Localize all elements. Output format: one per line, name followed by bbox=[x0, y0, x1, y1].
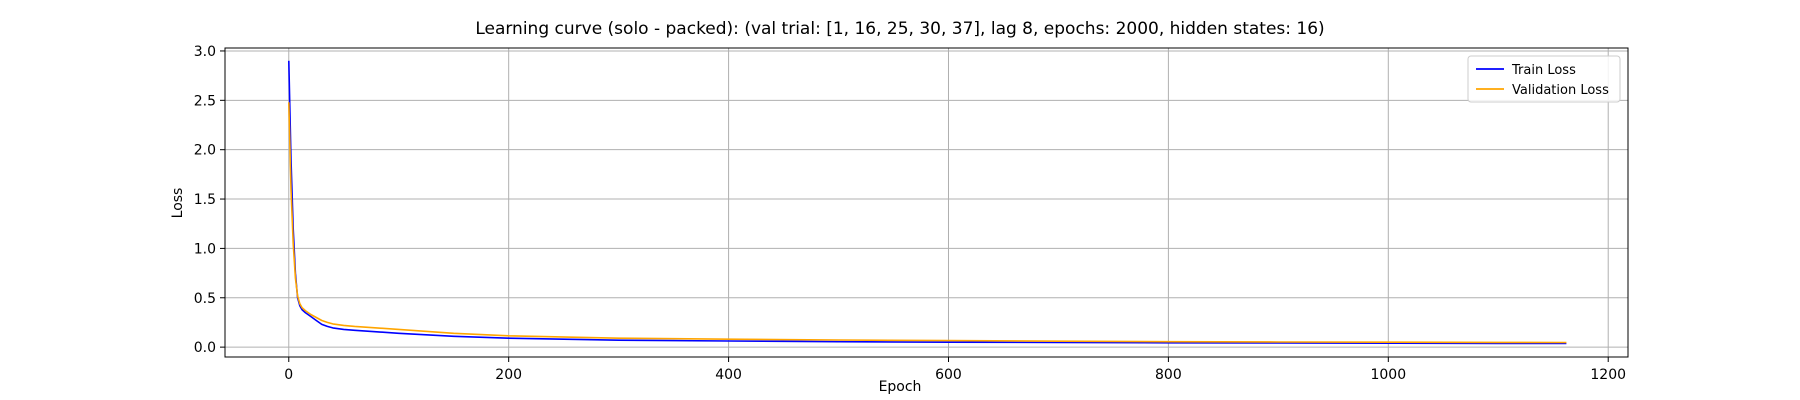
y-tick-label: 0.5 bbox=[194, 291, 216, 307]
y-tick-label: 0.0 bbox=[194, 340, 216, 356]
legend-label-train-loss: Train Loss bbox=[1511, 63, 1576, 78]
legend-label-validation-loss: Validation Loss bbox=[1512, 83, 1609, 98]
y-tick-label: 1.5 bbox=[194, 192, 216, 208]
x-tick-label: 200 bbox=[495, 367, 522, 383]
y-tick-label: 2.5 bbox=[194, 93, 216, 109]
x-tick-label: 1000 bbox=[1370, 367, 1406, 383]
x-tick-label: 800 bbox=[1155, 367, 1182, 383]
plot-area-frame bbox=[224, 47, 1629, 358]
x-axis-label: Epoch bbox=[879, 379, 922, 395]
x-tick-label: 400 bbox=[715, 367, 742, 383]
x-tick-label: 600 bbox=[935, 367, 962, 383]
series-lines bbox=[288, 60, 1567, 345]
y-tick-label: 3.0 bbox=[194, 44, 216, 60]
validation-loss-line bbox=[288, 102, 1567, 344]
y-tick-label: 1.0 bbox=[194, 241, 216, 257]
grid-lines bbox=[225, 48, 1628, 357]
x-tick-label: 1200 bbox=[1590, 367, 1626, 383]
legend-box bbox=[1467, 55, 1621, 103]
x-tick-label: 0 bbox=[284, 367, 293, 383]
axis-ticks: 0 200 400 600 800 1000 1200 0.0 0.5 1.0 1.5 2.0 2.5 3… bbox=[194, 44, 1626, 383]
y-axis-label: Loss bbox=[170, 188, 186, 219]
legend: Train Loss Validation Loss bbox=[1467, 55, 1621, 103]
y-tick-label: 2.0 bbox=[194, 143, 216, 159]
chart-title: Learning curve (solo - packed): (val tri… bbox=[475, 19, 1324, 39]
